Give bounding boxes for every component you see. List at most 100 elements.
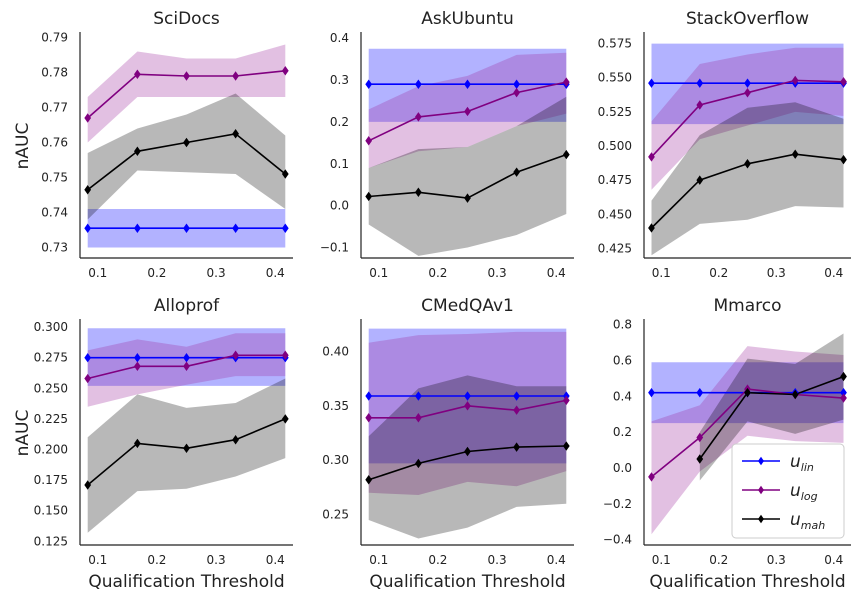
band-mah xyxy=(651,102,844,256)
data-point-mah xyxy=(281,414,289,424)
data-point-mah xyxy=(281,169,289,179)
data-point-lin xyxy=(84,223,92,233)
data-point-mah xyxy=(744,387,751,398)
data-point-log xyxy=(415,413,422,423)
data-point-mah xyxy=(696,175,704,185)
panel-5: −0.4 −0.2 0.0 0.2 0.4 0.6 0.8 0.1 0.2 0.3 0.4 Mmarc… xyxy=(603,296,851,590)
y-tick-label: −0.4 xyxy=(603,533,632,547)
band-log xyxy=(87,44,286,143)
panel-4: 0.25 0.30 0.35 0.40 0.1 0.2 0.3 0.4 CMedQAv1 Qual… xyxy=(322,296,574,590)
y-tick-label: 0.500 xyxy=(598,139,632,153)
legend-marker-lin xyxy=(758,456,764,466)
y-tick-label: 0.475 xyxy=(598,173,632,187)
data-point-mah xyxy=(365,191,373,202)
data-point-log xyxy=(232,350,239,360)
data-point-log xyxy=(84,373,92,384)
data-point-mah xyxy=(415,187,422,197)
data-point-mah xyxy=(464,193,471,203)
data-point-log xyxy=(365,136,373,146)
y-tick-label: 0.77 xyxy=(41,101,68,115)
x-tick-label: 0.4 xyxy=(824,553,843,567)
data-point-lin xyxy=(744,78,751,88)
x-tick-label: 0.3 xyxy=(488,553,507,567)
x-tick-label: 0.4 xyxy=(547,266,566,280)
x-tick-label: 0.2 xyxy=(147,553,166,567)
x-tick-label: 0.1 xyxy=(652,553,671,567)
y-tick-label: 0.125 xyxy=(34,534,68,548)
plot-area xyxy=(87,44,286,248)
x-tick-label: 0.3 xyxy=(767,266,786,280)
data-point-lin xyxy=(365,79,373,89)
band-mah xyxy=(87,378,286,533)
data-point-log xyxy=(183,71,190,81)
x-tick-label: 0.1 xyxy=(652,266,671,280)
x-tick-label: 0.1 xyxy=(369,553,388,567)
data-point-log xyxy=(648,472,655,482)
x-tick-label: 0.3 xyxy=(207,553,226,567)
plot-area xyxy=(368,328,567,539)
data-point-mah xyxy=(232,435,239,445)
data-point-lin xyxy=(696,387,704,398)
data-point-log xyxy=(84,113,92,123)
y-tick-label: 0.2 xyxy=(330,115,349,129)
data-point-mah xyxy=(232,129,239,139)
x-tick-label: 0.4 xyxy=(266,553,285,567)
x-tick-label: 0.2 xyxy=(709,266,728,280)
x-tick-label: 0.4 xyxy=(547,553,566,567)
y-tick-label: 0.4 xyxy=(613,389,632,403)
legend-frame xyxy=(731,443,845,539)
panel-3: 0.125 0.150 0.175 0.200 0.225 0.250 0.275 0.300… xyxy=(13,296,293,590)
data-point-log xyxy=(281,66,289,76)
x-tick-label: 0.1 xyxy=(88,553,107,567)
y-tick-label: 0.0 xyxy=(613,461,632,475)
y-tick-label: 0.150 xyxy=(34,504,68,518)
data-point-lin xyxy=(365,391,373,401)
plot-area xyxy=(650,43,844,256)
data-point-log xyxy=(464,106,471,117)
y-tick-label: 0.78 xyxy=(41,66,68,80)
x-tick-label: 0.1 xyxy=(369,266,388,280)
data-point-log xyxy=(513,405,520,415)
panel-title: Mmarco xyxy=(713,296,781,316)
panel-1: −0.1 0.0 0.1 0.2 0.3 0.4 0.1 0.2 0.3 0.4 AskUbuntu xyxy=(320,9,574,280)
data-point-log xyxy=(134,69,141,79)
data-point-mah xyxy=(365,475,373,485)
data-point-log xyxy=(183,361,190,372)
data-point-mah xyxy=(183,137,190,148)
y-tick-label: 0.40 xyxy=(322,344,349,358)
data-point-log xyxy=(744,88,751,98)
y-tick-label: 0.79 xyxy=(41,31,68,45)
x-tick-label: 0.3 xyxy=(767,553,786,567)
x-tick-label: 0.4 xyxy=(266,266,285,280)
y-tick-label: −0.2 xyxy=(603,497,632,511)
y-tick-label: 0.300 xyxy=(34,320,68,334)
data-point-lin xyxy=(696,78,704,88)
data-point-log xyxy=(562,77,570,87)
y-tick-label: 0.30 xyxy=(322,453,349,467)
data-point-mah xyxy=(562,149,570,160)
y-tick-label: 0.74 xyxy=(41,206,68,220)
y-tick-label: 0.4 xyxy=(330,31,349,45)
series-line-mah xyxy=(699,375,844,460)
data-point-log xyxy=(464,401,471,411)
panel-title: SciDocs xyxy=(153,9,220,29)
legend-marker-log xyxy=(758,485,764,495)
data-point-mah xyxy=(513,442,520,452)
data-point-mah xyxy=(415,458,422,469)
data-point-mah xyxy=(134,438,141,449)
data-point-log xyxy=(696,432,704,443)
data-point-log xyxy=(365,413,373,423)
y-tick-label: 0.75 xyxy=(41,171,68,185)
y-tick-label: 0.200 xyxy=(34,443,68,457)
x-tick-label: 0.2 xyxy=(709,553,728,567)
legend-label-mah: umah xyxy=(790,510,825,532)
data-point-lin xyxy=(464,391,471,401)
data-point-mah xyxy=(791,149,799,159)
y-tick-label: 0.73 xyxy=(41,241,68,255)
data-point-log xyxy=(134,361,141,372)
data-point-mah xyxy=(464,446,471,457)
data-point-lin xyxy=(648,78,655,88)
data-point-log xyxy=(281,350,289,360)
panel-title: StackOverflow xyxy=(686,9,809,29)
y-tick-label: 0.35 xyxy=(322,399,349,413)
